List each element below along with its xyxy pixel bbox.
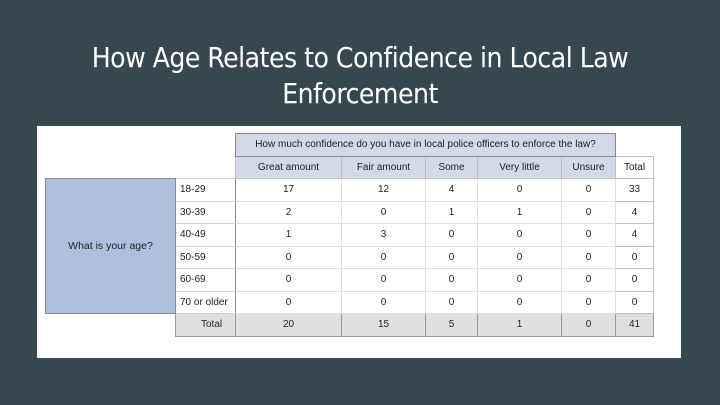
table-cell: 1	[235, 223, 342, 247]
table-cell: 0	[561, 268, 616, 292]
table-cell: 0	[341, 200, 426, 224]
row-total-cell: 0	[615, 290, 654, 314]
total-row-label: Total	[175, 313, 236, 337]
table-cell: 0	[477, 290, 562, 314]
table-cell: 0	[477, 245, 562, 269]
table-cell: 0	[561, 223, 616, 247]
total-cell: 20	[235, 313, 342, 337]
table-cell: 0	[477, 223, 562, 247]
row-label-40-49: 40-49	[175, 223, 236, 247]
row-total-cell: 4	[615, 223, 654, 247]
row-label-50-59: 50-59	[175, 245, 236, 269]
table-cell: 0	[235, 245, 342, 269]
row-label-30-39: 30-39	[175, 200, 236, 224]
col-header-very-little: Very little	[477, 155, 562, 179]
table-row: What is your age? 18-29 17 12 4 0 0 33	[45, 178, 654, 314]
table-row: 60-69 0 0 0 0 0 0	[46, 268, 654, 292]
table-cell: 2	[235, 200, 342, 224]
table-cell: 0	[235, 268, 342, 292]
table-cell: 0	[477, 178, 562, 202]
table-cell: 1	[425, 200, 478, 224]
row-total-cell: 4	[615, 200, 654, 224]
table-cell: 0	[425, 290, 478, 314]
total-cell: 1	[477, 313, 562, 337]
col-header-fair-amount: Fair amount	[341, 155, 426, 179]
total-cell: 0	[561, 313, 616, 337]
table-cell: 0	[561, 178, 616, 202]
total-row: Total 20 15 5 1 0 41	[45, 313, 654, 337]
table-cell: 0	[561, 290, 616, 314]
table-cell: 0	[235, 290, 342, 314]
row-total-cell: 0	[615, 245, 654, 269]
table-cell: 0	[425, 245, 478, 269]
table-cell: 4	[425, 178, 478, 202]
slide-title-line-1: How Age Relates to Confidence in Local L…	[91, 41, 629, 74]
row-total-cell: 33	[615, 178, 654, 202]
table-cell: 0	[341, 245, 426, 269]
slide-title: How Age Relates to Confidence in Local L…	[0, 40, 720, 112]
confidence-question: How much confidence do you have in local…	[235, 133, 616, 157]
table-cell: 0	[341, 290, 426, 314]
total-cell: 5	[425, 313, 478, 337]
row-label-70-or-older: 70 or older	[175, 290, 236, 314]
table-cell: 3	[341, 223, 426, 247]
table-cell: 0	[341, 268, 426, 292]
table-row: 50-59 0 0 0 0 0 0	[46, 245, 654, 269]
table-cell: 12	[341, 178, 426, 202]
col-header-total: Total	[615, 155, 654, 179]
table-cell: 0	[425, 268, 478, 292]
column-header-row: Great amount Fair amount Some Very littl…	[45, 155, 654, 179]
table-cell: 1	[477, 200, 562, 224]
slide-title-line-2: Enforcement	[282, 77, 438, 110]
table-cell: 0	[561, 200, 616, 224]
col-header-unsure: Unsure	[561, 155, 616, 179]
table-row: 40-49 1 3 0 0 0 4	[46, 223, 654, 247]
table-panel: How much confidence do you have in local…	[37, 126, 681, 358]
col-header-some: Some	[425, 155, 478, 179]
table-cell: 17	[235, 178, 342, 202]
table-row: 30-39 2 0 1 1 0 4	[46, 200, 654, 224]
age-question-label: What is your age?	[45, 178, 176, 314]
table-row: 70 or older 0 0 0 0 0 0	[46, 290, 654, 314]
table-cell: 0	[477, 268, 562, 292]
total-cell: 15	[341, 313, 426, 337]
grand-total-cell: 41	[615, 313, 654, 337]
row-label-18-29: 18-29	[175, 178, 236, 202]
row-total-cell: 0	[615, 268, 654, 292]
question-row: How much confidence do you have in local…	[45, 133, 654, 157]
table-cell: 0	[561, 245, 616, 269]
crosstab-table: How much confidence do you have in local…	[45, 133, 654, 337]
table-cell: 0	[425, 223, 478, 247]
row-label-60-69: 60-69	[175, 268, 236, 292]
col-header-great-amount: Great amount	[235, 155, 342, 179]
